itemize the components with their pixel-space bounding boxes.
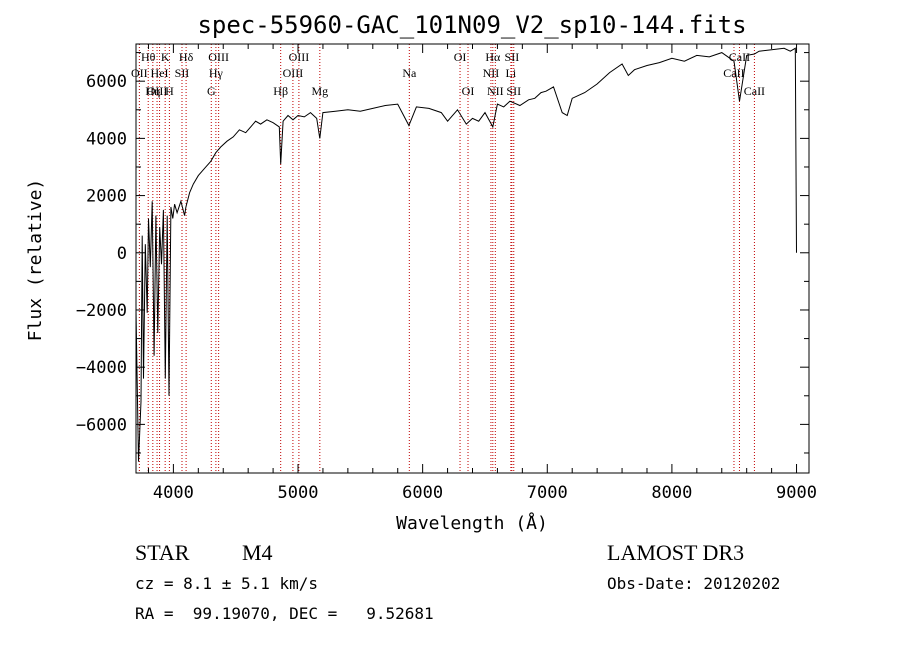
emission-lines [138,44,755,473]
observation-date: Obs-Date: 20120202 [607,574,780,593]
emission-line-label: Hδ [179,50,194,64]
emission-line-label: Mg [311,84,328,98]
emission-line-label: H [165,84,174,98]
y-axis-ticks: −6000 −4000 −2000 0 2000 4000 6000 [76,52,809,454]
survey-name: LAMOST DR3 [607,540,744,565]
emission-line-label: OIII [147,84,168,98]
emission-line-label: Hβ [273,84,288,98]
x-tick-label: 8000 [651,483,692,503]
emission-line-label: Hγ [209,66,224,80]
y-tick-label: −6000 [76,415,127,435]
plot-frame [135,43,810,474]
x-tick-label: 9000 [776,483,817,503]
emission-line-label: CaII [729,50,750,64]
chart-title: spec-55960-GAC_101N09_V2_sp10-144.fits [197,11,746,39]
emission-line-label: Hη [145,84,160,98]
emission-line-label: OI [462,84,475,98]
emission-line-label: OIII [208,50,229,64]
y-tick-label: 2000 [86,187,127,207]
emission-line-label: SII [505,50,520,64]
emission-line-label: Hα [485,50,501,64]
emission-line-label: NII [487,84,504,98]
sky-coordinates: RA = 99.19070, DEC = 9.52681 [135,604,434,623]
y-tick-label: 6000 [86,72,127,92]
emission-line-label: G [207,84,216,98]
emission-line-label: CaII [723,66,744,80]
emission-line-label: Li [506,66,517,80]
emission-line-label: OIII [283,66,304,80]
x-axis-ticks: 4000 5000 6000 7000 8000 9000 [147,44,817,503]
object-subclass: M4 [242,540,273,565]
x-axis-label: Wavelength (Å) [396,512,548,534]
x-tick-label: 7000 [527,483,568,503]
x-tick-label: 5000 [278,483,319,503]
emission-line-label: K [161,50,170,64]
emission-line-label: OIII [289,50,310,64]
y-tick-label: −4000 [76,358,127,378]
redshift-velocity: cz = 8.1 ± 5.1 km/s [135,574,318,593]
y-tick-label: 0 [117,244,127,264]
y-axis-label: Flux (relative) [25,179,46,342]
emission-line-label: NII [483,66,500,80]
emission-line-label: Hθ [141,50,156,64]
spectrum-series-line [135,47,797,462]
y-tick-label: 4000 [86,129,127,149]
x-tick-label: 6000 [402,483,443,503]
object-class: STAR [135,540,190,565]
emission-line-label: Na [402,66,417,80]
emission-line-label: SII [175,66,190,80]
y-tick-label: −2000 [76,301,127,321]
emission-line-label: OI [454,50,467,64]
x-tick-label: 4000 [153,483,194,503]
emission-line-label: HeI [151,66,169,80]
emission-line-label: CaII [744,84,765,98]
emission-line-label: OII [131,66,148,80]
emission-line-label: SII [506,84,521,98]
